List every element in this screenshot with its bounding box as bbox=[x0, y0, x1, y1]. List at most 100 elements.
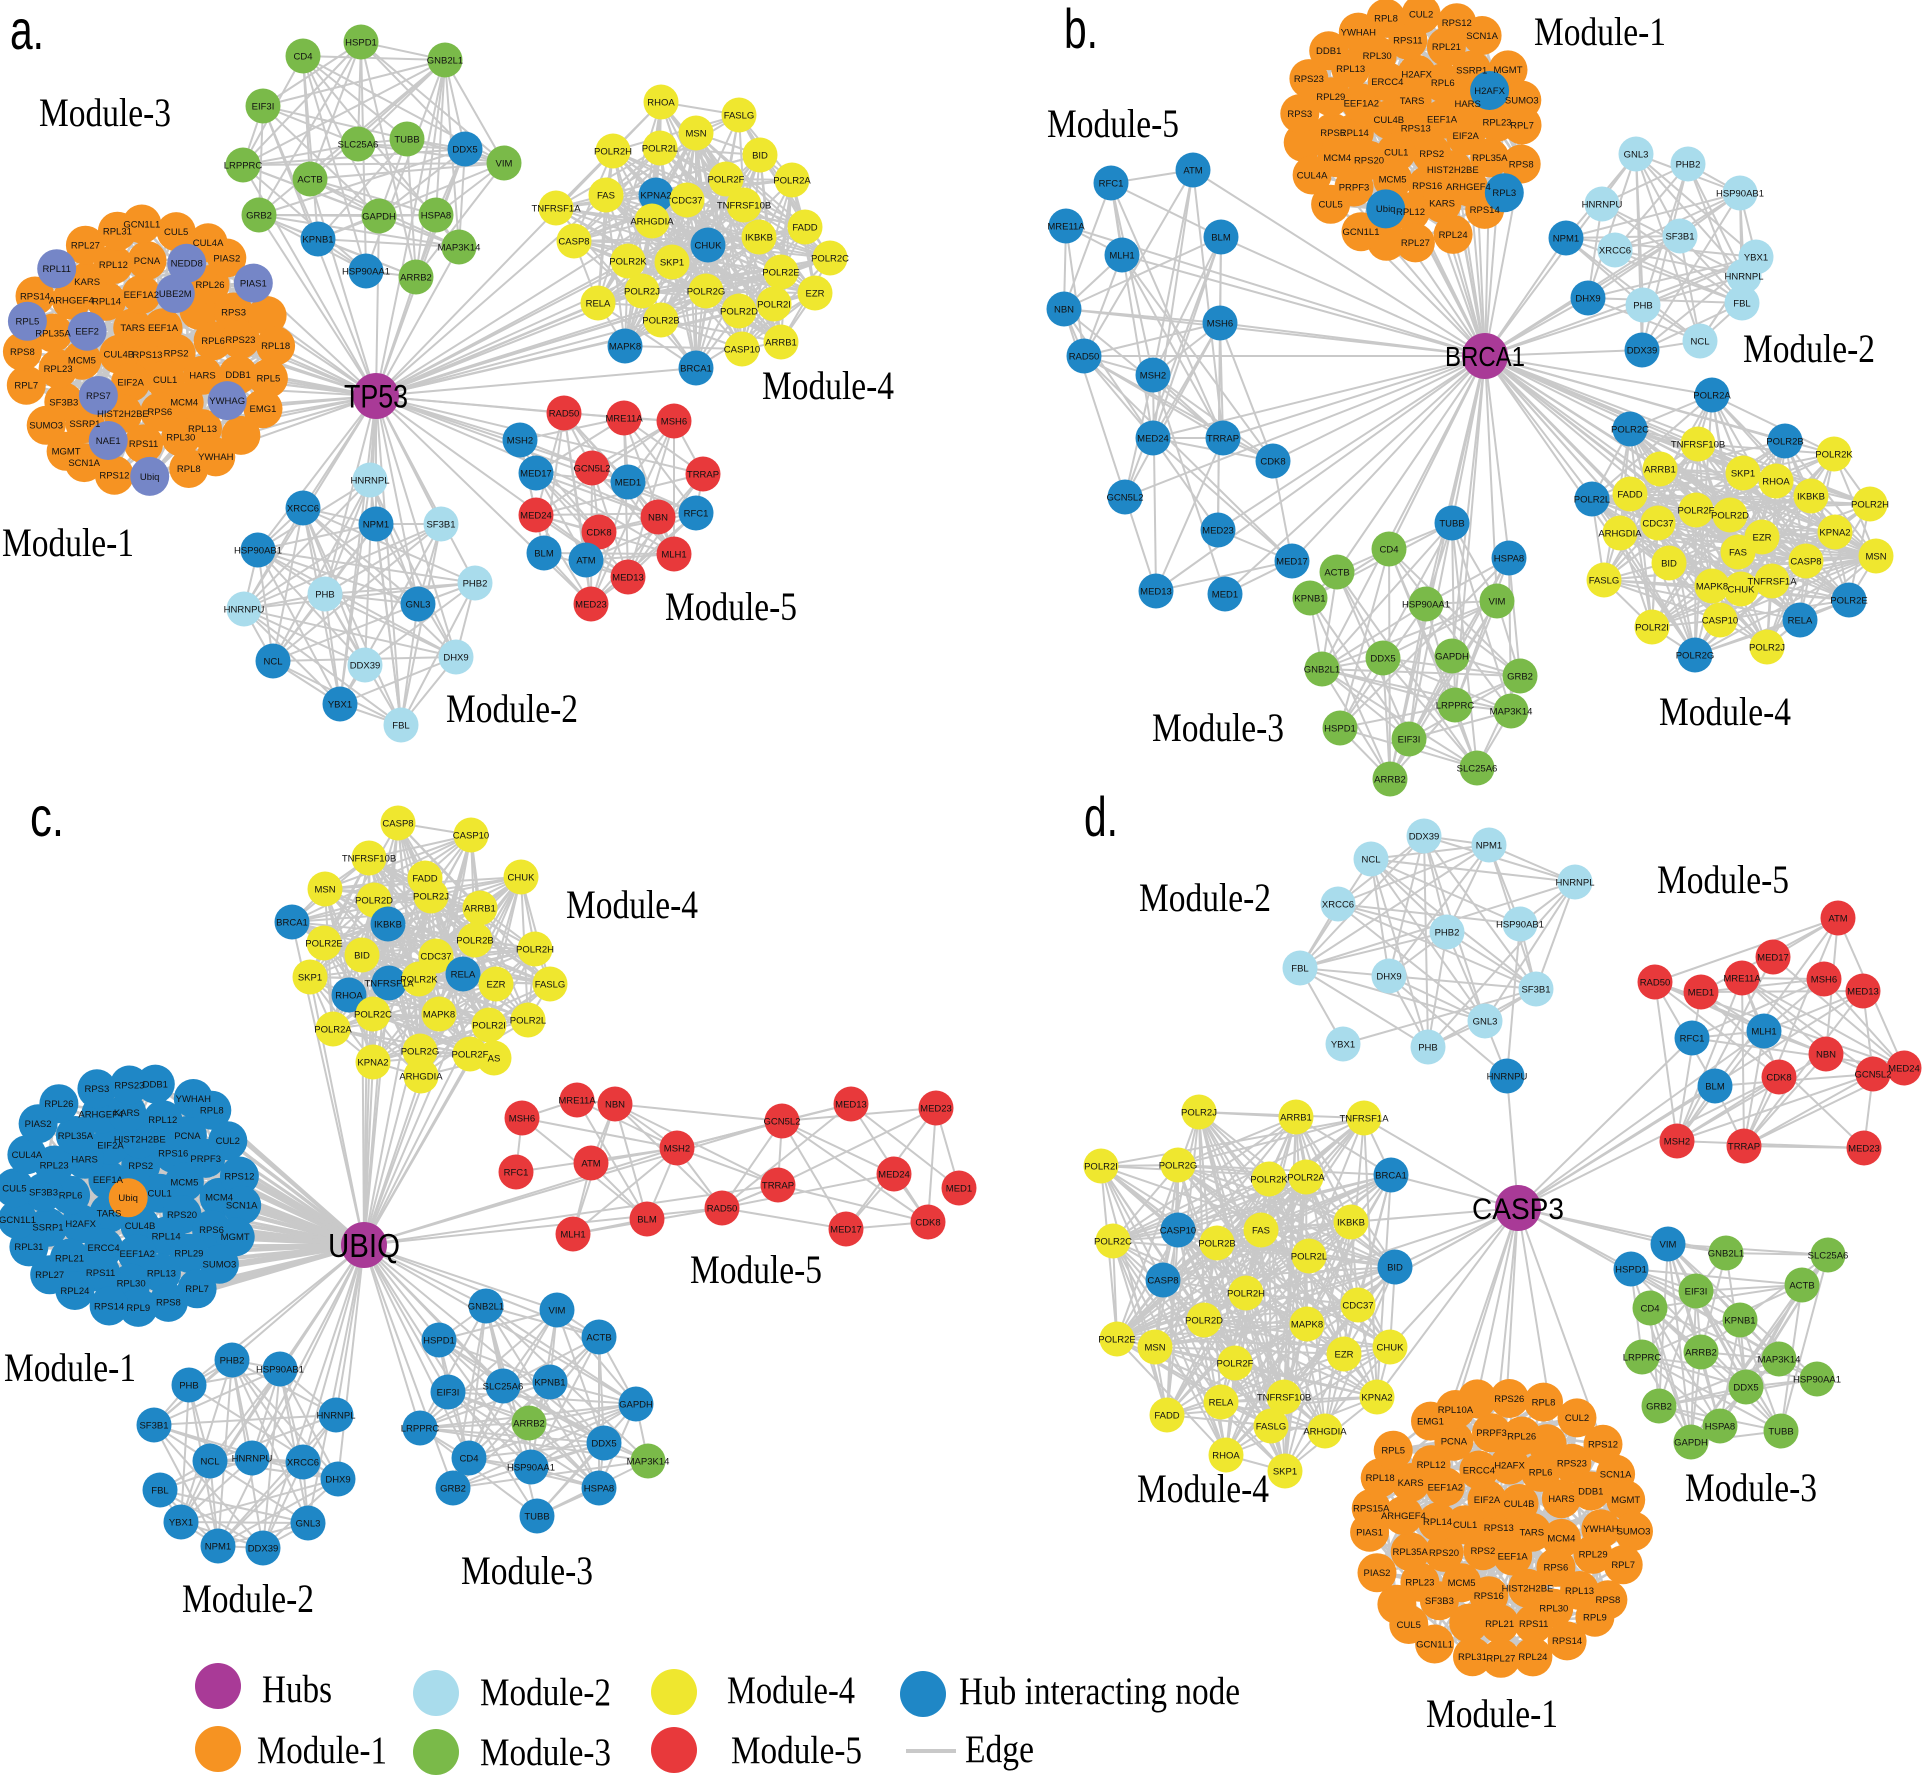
svg-text:UBE2M: UBE2M bbox=[159, 289, 192, 300]
svg-text:POLR2E: POLR2E bbox=[1098, 1334, 1136, 1345]
svg-text:TARS: TARS bbox=[1400, 96, 1425, 107]
svg-text:PHB: PHB bbox=[1418, 1042, 1438, 1053]
svg-text:ARRB2: ARRB2 bbox=[513, 1418, 545, 1429]
svg-text:PIAS1: PIAS1 bbox=[240, 278, 267, 289]
svg-text:NCL: NCL bbox=[1361, 854, 1380, 865]
svg-text:Module-2: Module-2 bbox=[446, 686, 578, 731]
svg-text:MAP3K14: MAP3K14 bbox=[438, 242, 481, 253]
svg-text:POLR2G: POLR2G bbox=[1159, 1160, 1198, 1171]
svg-text:MED1: MED1 bbox=[946, 1183, 972, 1194]
svg-text:RPS7: RPS7 bbox=[86, 391, 111, 402]
svg-text:BID: BID bbox=[1387, 1262, 1403, 1273]
svg-text:RPS6: RPS6 bbox=[1320, 128, 1345, 139]
svg-text:EZR: EZR bbox=[1753, 532, 1772, 543]
svg-text:LRPPRC: LRPPRC bbox=[401, 1423, 440, 1434]
svg-text:a.: a. bbox=[10, 0, 44, 61]
svg-text:POLR2I: POLR2I bbox=[1084, 1161, 1118, 1172]
svg-text:POLR2K: POLR2K bbox=[1815, 449, 1853, 460]
svg-text:FAS: FAS bbox=[1252, 1225, 1270, 1236]
svg-text:MLH1: MLH1 bbox=[1751, 1026, 1776, 1037]
svg-text:CUL4A: CUL4A bbox=[1297, 170, 1328, 181]
svg-text:HSP90AB1: HSP90AB1 bbox=[256, 1364, 304, 1375]
svg-text:RPL14: RPL14 bbox=[152, 1231, 181, 1242]
svg-text:RPL7: RPL7 bbox=[1611, 1560, 1635, 1571]
svg-text:ARRB1: ARRB1 bbox=[765, 337, 797, 348]
svg-text:PRPF3: PRPF3 bbox=[1339, 183, 1370, 194]
svg-text:RPS15A: RPS15A bbox=[1353, 1504, 1390, 1515]
svg-text:DDB1: DDB1 bbox=[1316, 46, 1341, 57]
svg-text:NBN: NBN bbox=[648, 512, 668, 523]
svg-text:RPL5: RPL5 bbox=[257, 374, 281, 385]
svg-text:RPS3: RPS3 bbox=[221, 307, 246, 318]
svg-text:FADD: FADD bbox=[1154, 1410, 1179, 1421]
svg-text:MRE11A: MRE11A bbox=[558, 1095, 596, 1106]
svg-text:DDX5: DDX5 bbox=[591, 1438, 616, 1449]
svg-text:GCN5L2: GCN5L2 bbox=[1855, 1069, 1892, 1080]
svg-text:PRPF3: PRPF3 bbox=[190, 1154, 221, 1165]
svg-text:HSP90AA1: HSP90AA1 bbox=[1402, 599, 1450, 610]
svg-text:RPS8: RPS8 bbox=[1509, 159, 1534, 170]
svg-text:CD4: CD4 bbox=[1640, 1303, 1659, 1314]
svg-text:GAPDH: GAPDH bbox=[619, 1399, 653, 1410]
svg-text:RPL23: RPL23 bbox=[44, 364, 73, 375]
svg-text:EEF1A2: EEF1A2 bbox=[1344, 98, 1379, 109]
svg-text:CASP10: CASP10 bbox=[1702, 615, 1738, 626]
svg-text:CASP8: CASP8 bbox=[382, 818, 413, 829]
svg-text:RPS13: RPS13 bbox=[132, 350, 162, 361]
svg-text:GCN1L1: GCN1L1 bbox=[0, 1215, 36, 1226]
svg-text:RFC1: RFC1 bbox=[1099, 178, 1124, 189]
svg-text:AS: AS bbox=[488, 1053, 501, 1064]
svg-text:TNFRSF1A: TNFRSF1A bbox=[531, 203, 581, 214]
svg-text:MAP3K14: MAP3K14 bbox=[1758, 1354, 1801, 1365]
svg-text:MSH6: MSH6 bbox=[1207, 318, 1233, 329]
svg-text:RPS14: RPS14 bbox=[94, 1301, 124, 1312]
svg-text:RHOA: RHOA bbox=[1212, 1450, 1240, 1461]
svg-text:GNL3: GNL3 bbox=[406, 599, 431, 610]
svg-text:RPS3: RPS3 bbox=[84, 1084, 109, 1095]
svg-text:POLR2G: POLR2G bbox=[1676, 650, 1715, 661]
svg-text:TUBB: TUBB bbox=[394, 134, 419, 145]
svg-text:CUL4B: CUL4B bbox=[1504, 1499, 1535, 1510]
svg-text:ERCC4: ERCC4 bbox=[1371, 77, 1403, 88]
svg-text:MCM5: MCM5 bbox=[68, 356, 96, 367]
svg-text:PHB2: PHB2 bbox=[1435, 927, 1460, 938]
svg-text:RPL8: RPL8 bbox=[200, 1106, 224, 1117]
svg-text:GRB2: GRB2 bbox=[1507, 671, 1533, 682]
svg-text:EEF2: EEF2 bbox=[75, 327, 99, 338]
svg-text:MGMT: MGMT bbox=[1493, 65, 1522, 76]
svg-text:CUL2: CUL2 bbox=[216, 1136, 240, 1147]
svg-text:ARHGEF4: ARHGEF4 bbox=[78, 1110, 123, 1121]
svg-text:GAPDH: GAPDH bbox=[1674, 1437, 1708, 1448]
svg-text:NPM1: NPM1 bbox=[205, 1541, 231, 1552]
svg-text:RPL24: RPL24 bbox=[1518, 1652, 1547, 1663]
svg-text:SUMO3: SUMO3 bbox=[203, 1260, 237, 1271]
svg-text:RPS8: RPS8 bbox=[10, 347, 35, 358]
svg-text:RELA: RELA bbox=[586, 298, 611, 309]
svg-text:RPL6: RPL6 bbox=[59, 1191, 83, 1202]
svg-text:NBN: NBN bbox=[1816, 1049, 1836, 1060]
svg-text:BRCA1: BRCA1 bbox=[276, 917, 308, 928]
svg-text:TUBB: TUBB bbox=[1439, 518, 1464, 529]
svg-text:RPL26: RPL26 bbox=[44, 1099, 73, 1110]
svg-text:BRCA1: BRCA1 bbox=[1445, 341, 1525, 372]
svg-text:YBX1: YBX1 bbox=[1744, 252, 1768, 263]
svg-text:RPL3: RPL3 bbox=[1492, 188, 1516, 199]
svg-text:POLR2I: POLR2I bbox=[1635, 622, 1669, 633]
svg-text:POLR2A: POLR2A bbox=[1287, 1172, 1325, 1183]
svg-text:EIF3I: EIF3I bbox=[1398, 734, 1421, 745]
svg-text:POLR2H: POLR2H bbox=[1227, 1288, 1265, 1299]
svg-text:HARS: HARS bbox=[71, 1155, 97, 1166]
svg-text:MCM4: MCM4 bbox=[170, 398, 198, 409]
svg-text:CD4: CD4 bbox=[459, 1453, 478, 1464]
svg-text:Module-4: Module-4 bbox=[1137, 1466, 1269, 1511]
svg-text:RPS8: RPS8 bbox=[156, 1298, 181, 1309]
svg-text:RPL12: RPL12 bbox=[148, 1115, 177, 1126]
svg-text:ARHGEF4: ARHGEF4 bbox=[1381, 1511, 1426, 1522]
svg-text:SSRP1: SSRP1 bbox=[69, 419, 100, 430]
svg-text:TRRAP: TRRAP bbox=[762, 1180, 794, 1191]
svg-text:CHUK: CHUK bbox=[1728, 584, 1756, 595]
svg-text:DDX39: DDX39 bbox=[1627, 345, 1658, 356]
svg-text:BLM: BLM bbox=[1705, 1081, 1725, 1092]
svg-text:RPL26: RPL26 bbox=[1507, 1431, 1536, 1442]
svg-text:MED23: MED23 bbox=[575, 599, 607, 610]
